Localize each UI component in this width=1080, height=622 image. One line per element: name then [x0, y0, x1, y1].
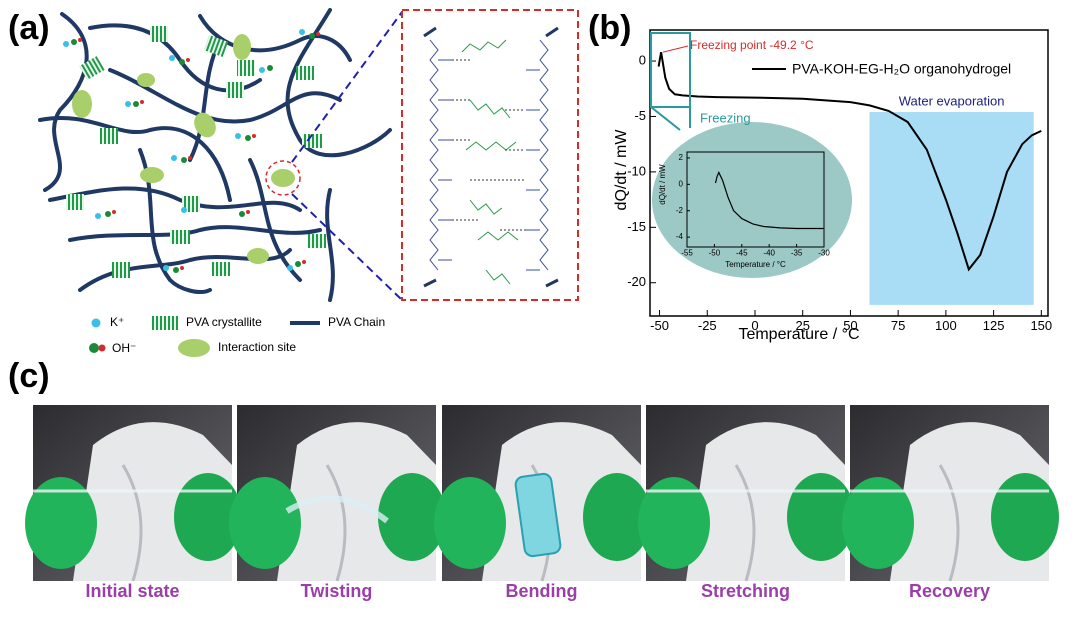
inset-background — [652, 122, 852, 278]
x-tick-label: -25 — [698, 318, 717, 333]
y-tick-label: -15 — [627, 219, 646, 234]
y-axis-label: dQ/dt / mW — [658, 164, 667, 205]
shaded-region — [869, 112, 1034, 305]
crystallites — [66, 26, 326, 278]
coat-fold — [938, 464, 960, 582]
glove — [229, 477, 301, 569]
chart: Water evaporation-50 -25 0 25 50 75 100 125 1500… — [613, 29, 1052, 343]
glove — [787, 473, 855, 561]
axes-frame — [686, 151, 825, 248]
legend-label: PVA-KOH-EG-H₂O organohydrogel — [792, 61, 1011, 77]
legend-label: Interaction site — [218, 340, 296, 354]
coat-fold — [121, 464, 143, 582]
annotation: Freezing point -49.2 °C — [690, 38, 814, 52]
panel-label: (a) — [8, 9, 50, 47]
axes-frame — [649, 29, 1049, 317]
annotation-arrow — [662, 45, 689, 53]
x-axis-label: Temperature / °C — [725, 260, 786, 269]
molecule — [423, 26, 559, 288]
inset-label: Freezing — [700, 110, 751, 125]
caption: Bending — [506, 581, 578, 601]
coat-fold — [325, 464, 347, 582]
y-tick-label: 0 — [679, 179, 684, 188]
glove — [583, 473, 651, 561]
y-tick-label: -5 — [634, 108, 646, 123]
x-tick-label: 50 — [843, 318, 857, 333]
glove — [25, 477, 97, 569]
x-tick-label: -55 — [681, 249, 693, 258]
connector — [650, 106, 681, 131]
y-tick-label: -10 — [627, 163, 646, 178]
ions — [63, 29, 320, 273]
line — [657, 52, 1042, 272]
legend-label: OH⁻ — [112, 341, 136, 355]
x-tick-label: -30 — [818, 249, 830, 258]
photo: Stretching — [638, 405, 855, 601]
x-tick-label: -35 — [791, 249, 803, 258]
x-tick-label: 0 — [751, 318, 758, 333]
glove — [991, 473, 1059, 561]
caption: Stretching — [701, 581, 790, 601]
photo: Recovery — [842, 405, 1059, 601]
y-tick-label: -4 — [676, 232, 684, 241]
zoom-box — [401, 9, 579, 301]
y-tick-label: 2 — [679, 153, 684, 162]
y-tick-label: -20 — [627, 274, 646, 289]
y-tick-label: 0 — [639, 52, 646, 67]
interaction-sites — [72, 34, 295, 264]
legend-label: PVA crystallite — [186, 315, 262, 329]
x-tick-label: -45 — [736, 249, 748, 258]
panel-label: (b) — [588, 9, 631, 47]
legend-label: K⁺ — [110, 315, 124, 329]
glove — [842, 477, 914, 569]
glove — [378, 473, 446, 561]
x-tick-label: 100 — [935, 318, 957, 333]
legend-label: PVA Chain — [328, 315, 385, 329]
caption: Recovery — [909, 581, 990, 601]
x-tick-label: -40 — [763, 249, 775, 258]
y-tick-label: -2 — [676, 206, 684, 215]
x-axis-label: Temperature / °C — [738, 326, 859, 343]
glove — [174, 473, 242, 561]
panel-label: (c) — [8, 357, 50, 395]
x-tick-label: -50 — [709, 249, 721, 258]
x-tick-label: 125 — [983, 318, 1005, 333]
line — [714, 171, 824, 230]
y-axis-label: dQ/dt / mW — [613, 129, 630, 211]
coat-fold — [734, 464, 756, 582]
caption: Initial state — [85, 581, 179, 601]
glove — [434, 477, 506, 569]
photo: Twisting — [229, 405, 446, 601]
caption: Twisting — [301, 581, 373, 601]
x-tick-label: 25 — [795, 318, 809, 333]
freeze-box — [650, 32, 691, 108]
photo: Initial state — [25, 405, 242, 601]
glove — [638, 477, 710, 569]
legend-a: K⁺ PVA crystallite PVA Chain OH⁻ Interac… — [89, 315, 385, 357]
film — [514, 472, 562, 558]
x-tick-label: 150 — [1030, 318, 1052, 333]
photo: Bending — [434, 405, 651, 601]
x-tick-label: 75 — [891, 318, 905, 333]
photos: Initial state Twisting Bending Stretching Re… — [25, 405, 1059, 601]
region-label: Water evaporation — [899, 93, 1005, 108]
film — [285, 495, 389, 524]
x-tick-label: -50 — [650, 318, 669, 333]
